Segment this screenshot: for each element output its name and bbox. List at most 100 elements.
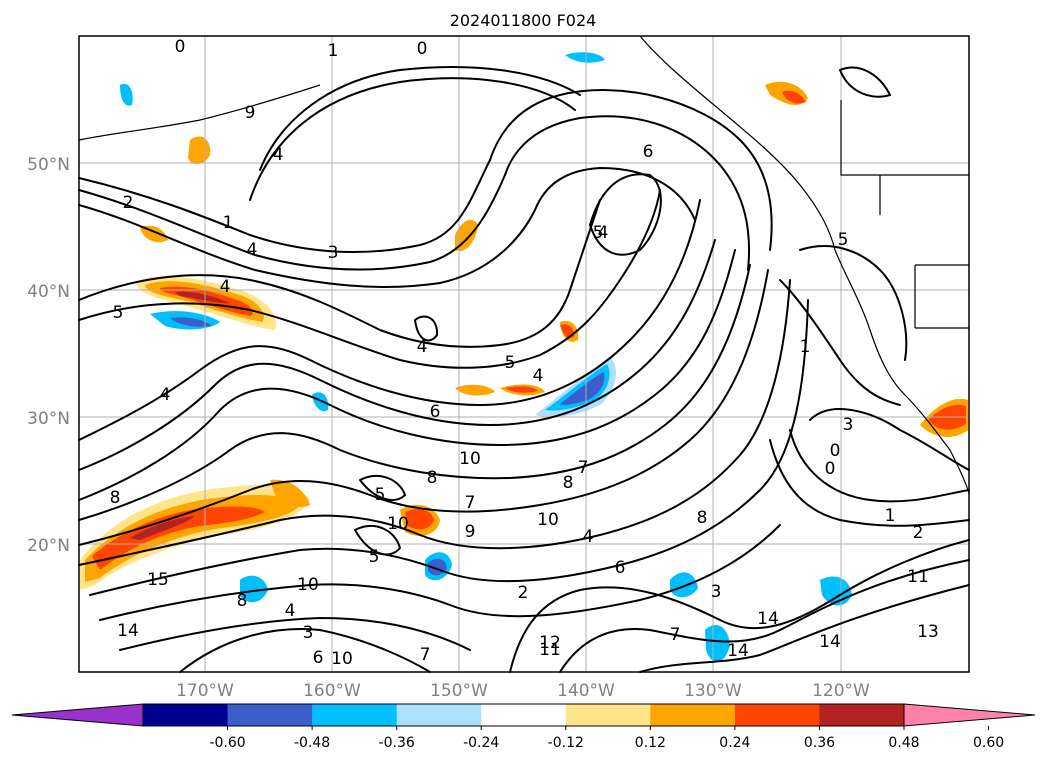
colorbar-tick-label: -0.12 (548, 735, 584, 751)
colorbar-bin (650, 704, 736, 726)
colorbar-bin (396, 704, 482, 726)
contour-label: 5 (113, 303, 124, 323)
contour-label: 15 (147, 570, 169, 590)
contour-label: 11 (539, 640, 561, 660)
colorbar-tick-label: 0.36 (804, 735, 835, 751)
contour-label: 3 (711, 582, 722, 602)
lat-label-20n: 20°N (27, 536, 70, 556)
contour-label: 0 (825, 459, 836, 479)
colorbar-bin (565, 704, 651, 726)
colorbar-tick-label: 0.60 (973, 735, 1004, 751)
lon-label-140w: 140°W (557, 681, 615, 701)
figure-title: 2024011800 F024 (450, 11, 597, 30)
colorbar: -0.60 -0.48 -0.36 -0.24 -0.12 0.12 0.24 0.36 0.4… (11, 703, 1036, 751)
contour-label: 4 (285, 601, 296, 621)
colorbar-tick-label: -0.36 (379, 735, 415, 751)
contour-label: 0 (417, 39, 428, 59)
contour-label: 14 (757, 609, 779, 629)
colorbar-extend-high (903, 703, 1036, 727)
latitude-labels: 50°N 40°N 30°N 20°N (27, 155, 70, 556)
contour-label: 1 (328, 41, 339, 61)
contour-label: 4 (220, 277, 231, 297)
colorbar-border (142, 703, 905, 727)
contour-label: 1 (223, 213, 234, 233)
lon-label-120w: 120°W (812, 681, 870, 701)
contour-label: 8 (110, 488, 121, 508)
contour-label: 4 (247, 240, 258, 260)
colorbar-tick-label: 0.48 (888, 735, 919, 751)
contour-label: 10 (331, 649, 353, 669)
contour-label: 9 (465, 522, 476, 542)
lat-label-40n: 40°N (27, 282, 70, 302)
contour-label: 3 (328, 243, 339, 263)
contour-label: 14 (727, 641, 749, 661)
contour-label: 4 (417, 337, 428, 357)
contour-label: 0 (175, 37, 186, 57)
contour-label: 10 (537, 510, 559, 530)
contour-label: 9 (245, 103, 256, 123)
lon-label-160w: 160°W (303, 681, 361, 701)
contour-label: 4 (583, 527, 594, 547)
colorbar-bin (734, 704, 820, 726)
coastlines (78, 35, 970, 496)
contour-label: 5 (369, 547, 380, 567)
contour-label: 4 (160, 385, 171, 405)
contour-label: 3 (843, 415, 854, 435)
contour-label: 7 (465, 493, 476, 513)
lat-label-30n: 30°N (27, 409, 70, 429)
contour-label: 2 (123, 193, 134, 213)
contour-label: 5 (375, 485, 386, 505)
contour-label: 7 (578, 458, 589, 478)
contour-label: 8 (563, 473, 574, 493)
colorbar-tick-label: 0.12 (635, 735, 666, 751)
colorbar-tick-label: -0.24 (463, 735, 499, 751)
graticule (79, 36, 969, 672)
contour-label: 8 (427, 468, 438, 488)
contour-label: 8 (237, 591, 248, 611)
contour-label: 11 (907, 567, 929, 587)
contour-label: 10 (459, 449, 481, 469)
contour-label: 14 (117, 621, 139, 641)
lon-label-150w: 150°W (430, 681, 488, 701)
colorbar-bin (819, 704, 905, 726)
lat-label-50n: 50°N (27, 155, 70, 175)
lon-label-170w: 170°W (176, 681, 234, 701)
colorbar-tick-label: 0.24 (719, 735, 750, 751)
contour-label: 4 (598, 223, 609, 243)
longitude-labels: 170°W 160°W 150°W 140°W 130°W 120°W (176, 681, 870, 701)
contour-label: 13 (917, 622, 939, 642)
contour-label: 1 (885, 506, 896, 526)
shaded-field (80, 52, 968, 662)
colorbar-bin (312, 704, 398, 726)
contour-label: 7 (420, 645, 431, 665)
contour-label: 6 (430, 402, 441, 422)
contour-label: 6 (313, 648, 324, 668)
contour-label: 2 (913, 523, 924, 543)
map-frame (78, 35, 970, 673)
contour-label: 1 (800, 337, 811, 357)
contour-label: 2 (518, 583, 529, 603)
contour-label: 0 (830, 441, 841, 461)
contour-label: 10 (387, 514, 409, 534)
colorbar-bin (143, 704, 229, 726)
colorbar-extend-low (11, 703, 144, 727)
colorbar-tick-label: -0.48 (294, 735, 330, 751)
contour-label: 6 (615, 558, 626, 578)
contour-label: 4 (533, 366, 544, 386)
contour-label: 5 (505, 353, 516, 373)
colorbar-bin (481, 704, 567, 726)
contour-label: 4 (273, 145, 284, 165)
colorbar-bin (227, 704, 313, 726)
contour-label: 12 (539, 633, 561, 653)
contour-lines (78, 66, 970, 673)
contour-label: 6 (643, 142, 654, 162)
contour-label: 14 (819, 632, 841, 652)
lon-label-130w: 130°W (684, 681, 742, 701)
contour-label: 8 (697, 508, 708, 528)
contour-label: 7 (670, 625, 681, 645)
contour-label: 5 (838, 230, 849, 250)
colorbar-tick-label: -0.60 (209, 735, 245, 751)
contour-label: 5 (593, 223, 604, 243)
